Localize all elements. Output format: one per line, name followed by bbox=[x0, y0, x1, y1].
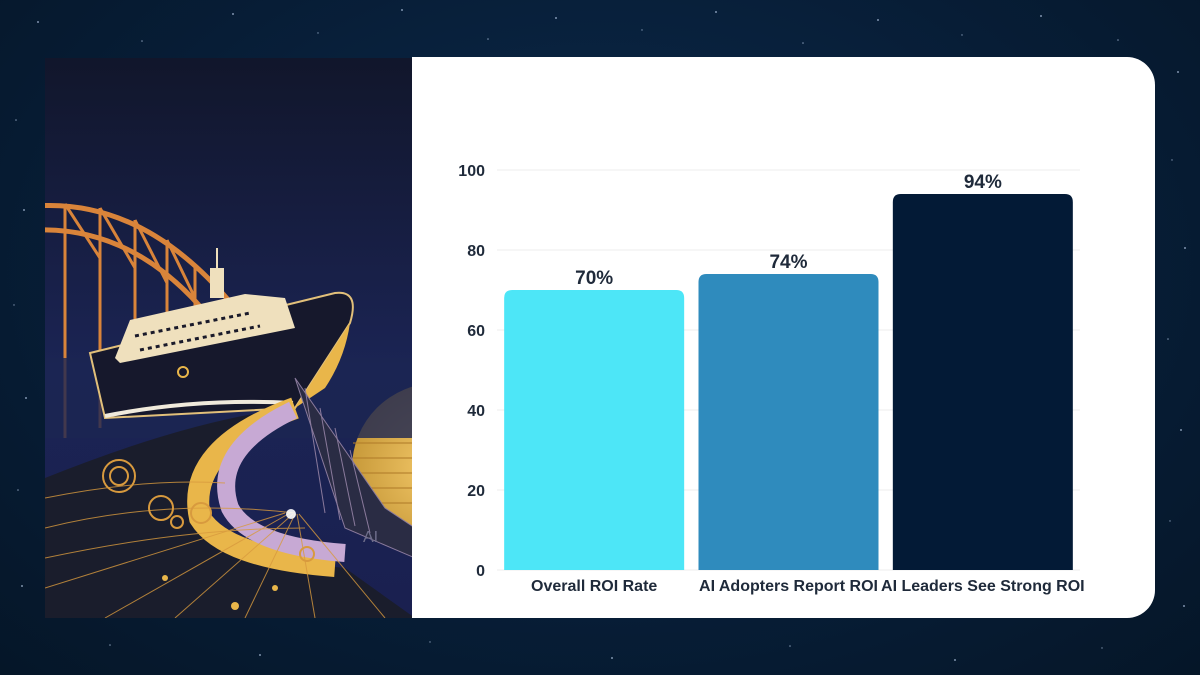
bar bbox=[698, 274, 879, 570]
bar bbox=[892, 194, 1073, 570]
x-category-label: AI Leaders See Strong ROI bbox=[881, 578, 1085, 595]
ai-watermark: AI bbox=[363, 529, 378, 546]
bar bbox=[504, 290, 685, 570]
chart-card: 0 20 40 60 80 100 70% Overall ROI Rate 74% AI Ado… bbox=[412, 57, 1155, 618]
y-tick-label: 80 bbox=[467, 243, 485, 260]
y-tick-label: 40 bbox=[467, 403, 485, 420]
x-category-label: Overall ROI Rate bbox=[531, 578, 657, 595]
y-tick-label: 20 bbox=[467, 483, 485, 500]
bar-value-label: 94% bbox=[964, 172, 1002, 193]
bar-value-label: 70% bbox=[575, 268, 613, 289]
y-tick-label: 0 bbox=[476, 563, 485, 580]
x-category-label: AI Adopters Report ROI bbox=[699, 578, 878, 595]
bar-value-label: 74% bbox=[769, 252, 807, 273]
y-tick-label: 60 bbox=[467, 323, 485, 340]
roi-bar-chart: 0 20 40 60 80 100 70% Overall ROI Rate 74% AI Ado… bbox=[458, 163, 1085, 595]
ship-illustration: AI bbox=[45, 58, 415, 618]
y-tick-label: 100 bbox=[458, 163, 485, 180]
